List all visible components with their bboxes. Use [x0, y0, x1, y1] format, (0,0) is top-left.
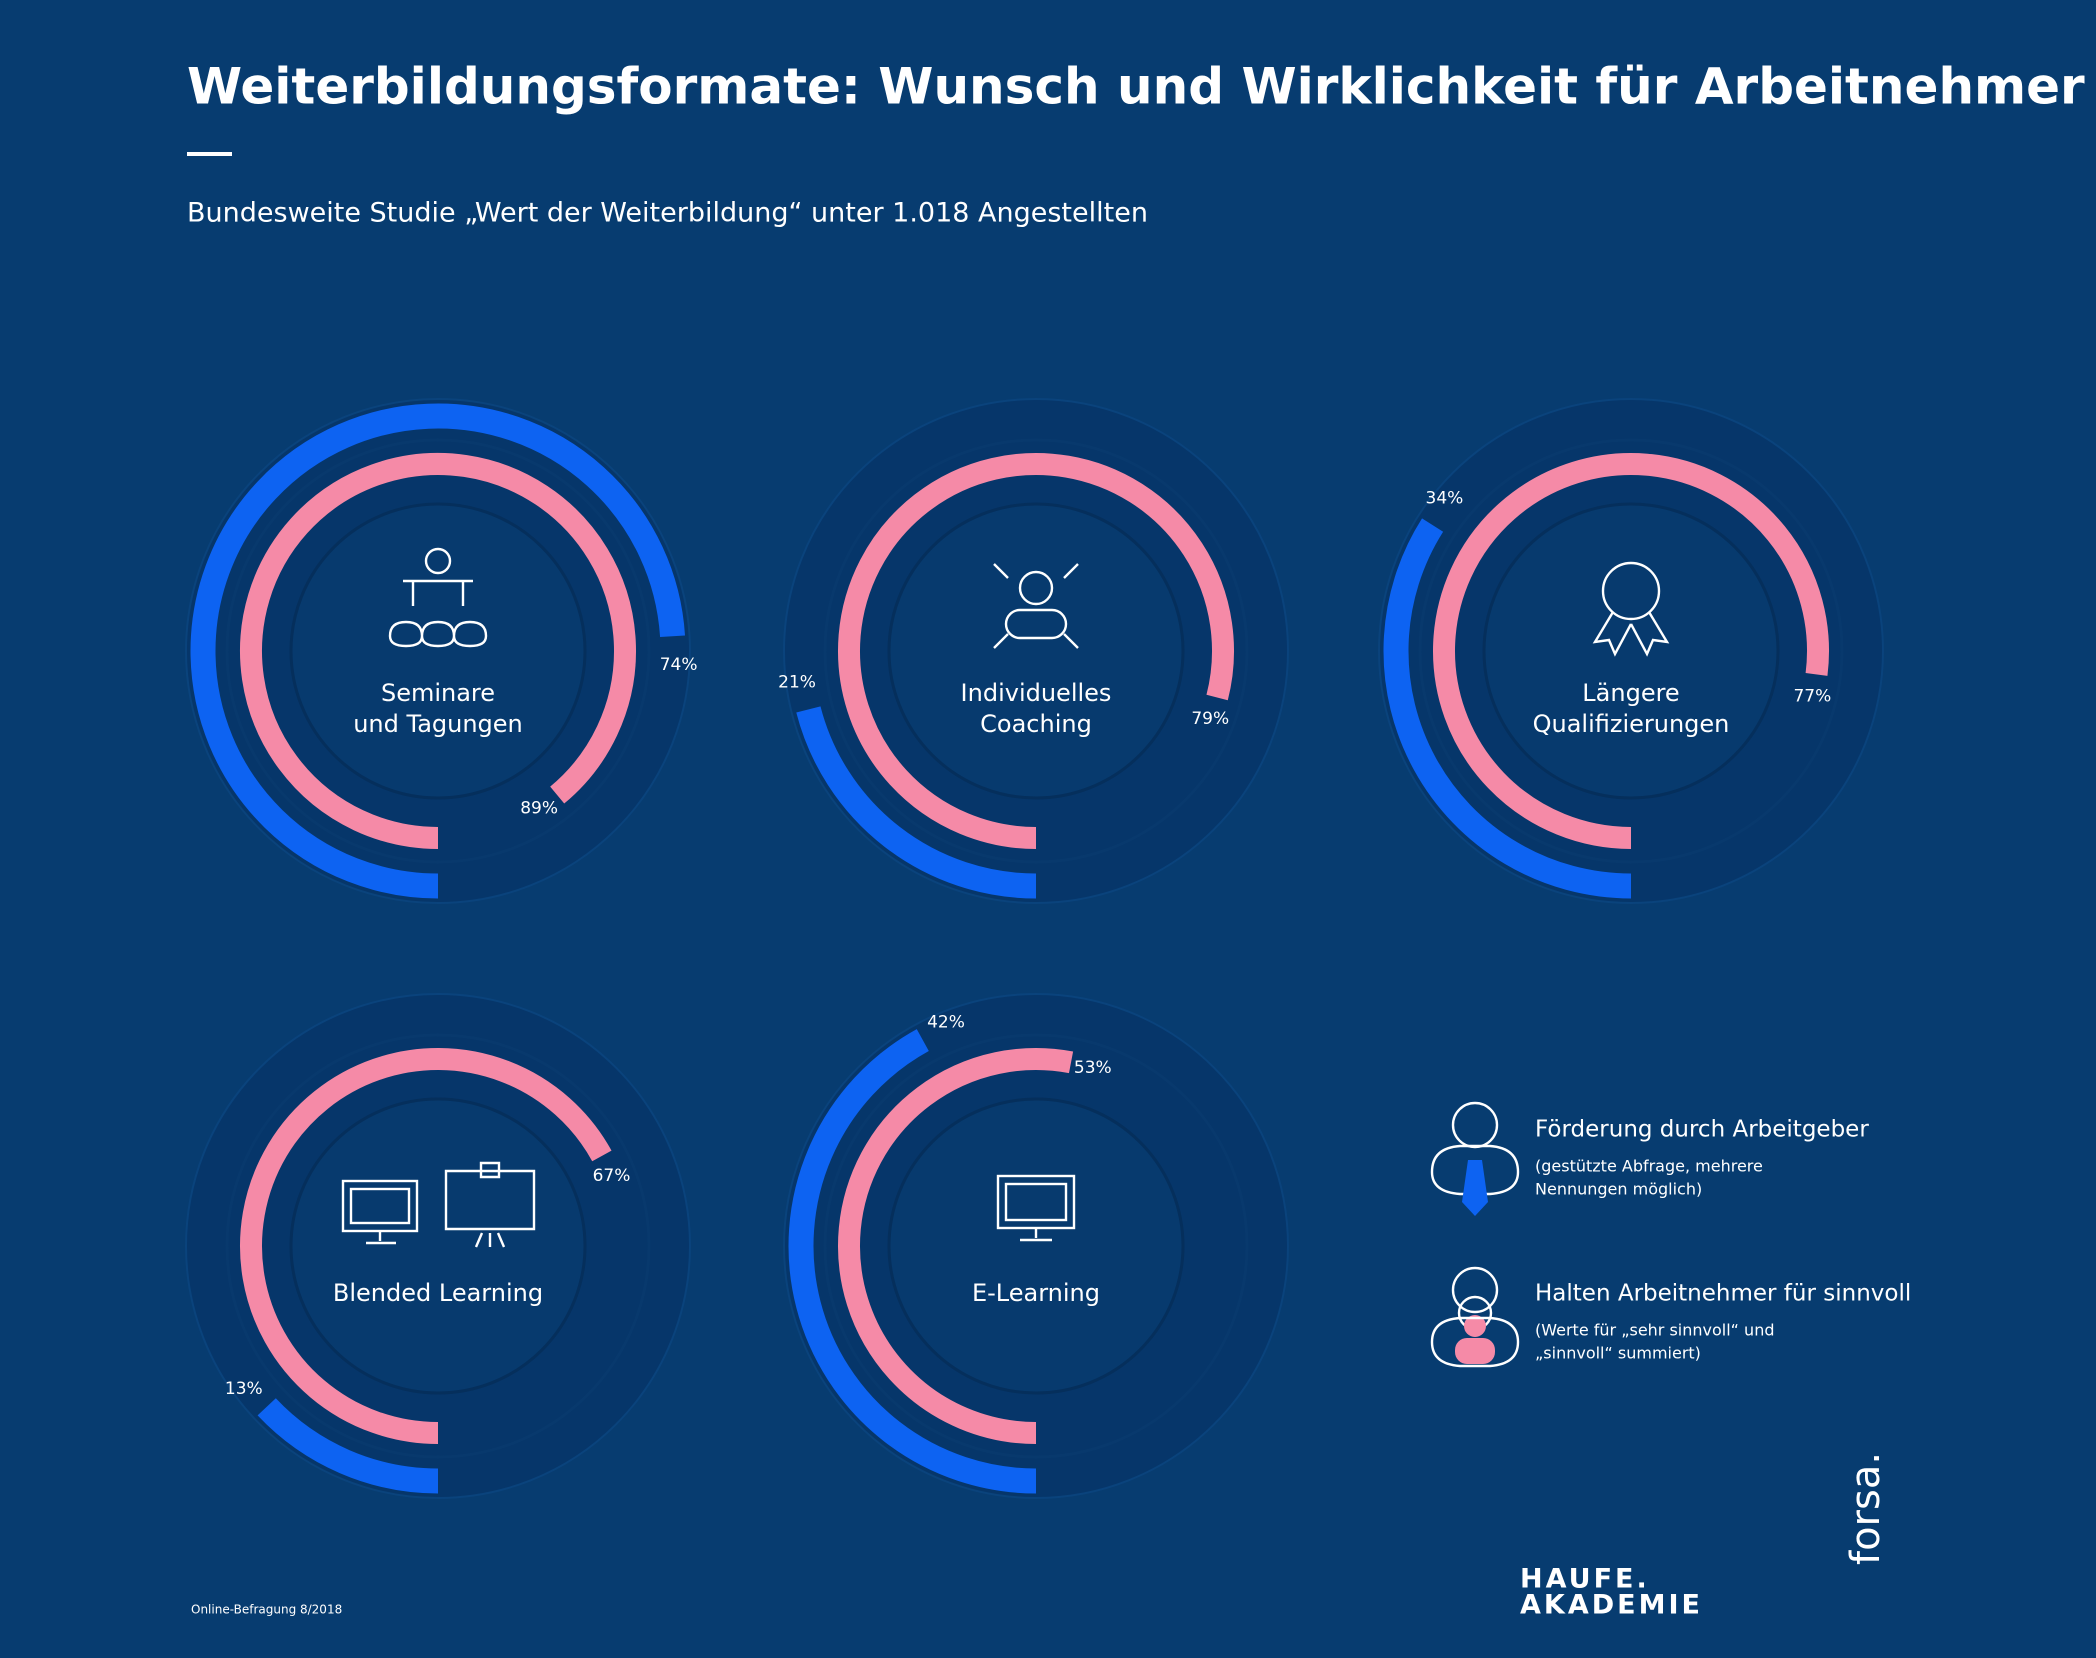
ring-track	[823, 438, 1249, 864]
icon	[1601, 561, 1661, 621]
legend-note: „sinnvoll“ summiert)	[1535, 1344, 1701, 1363]
chart-label: Coaching	[980, 710, 1092, 738]
ring-track	[823, 1033, 1249, 1459]
inner-disc	[289, 1097, 587, 1395]
chart-label: Individuelles	[961, 679, 1112, 707]
legend-icon-2	[1430, 1266, 1520, 1368]
arc	[240, 1048, 612, 1444]
value-label: 34%	[1426, 488, 1464, 508]
legend-icon-1	[1430, 1101, 1520, 1216]
value-label: 67%	[593, 1166, 631, 1186]
value-label: 89%	[520, 798, 558, 818]
title: Weiterbildungsformate: Wunsch und Wirkli…	[187, 58, 2085, 116]
arc	[788, 1029, 1037, 1494]
icon	[366, 1161, 536, 1248]
icon	[424, 547, 452, 575]
value-label: 53%	[1074, 1058, 1112, 1078]
chart-label: Seminare	[381, 679, 495, 707]
subtitle: Bundesweite Studie „Wert der Weiterbildu…	[187, 198, 1148, 229]
value-label: 13%	[225, 1379, 263, 1399]
legend-note: (Werte für „sehr sinnvoll“ und	[1535, 1321, 1774, 1340]
arc	[796, 706, 1037, 899]
chart-label: Längere	[1582, 679, 1679, 707]
icon	[993, 563, 1079, 649]
chart-label: und Tagungen	[353, 710, 523, 738]
logo-line: HAUFE.	[1520, 1564, 1650, 1595]
inner-disc	[887, 1097, 1185, 1395]
radial-chart: 21% 79% Individuelles Coaching	[778, 398, 1289, 904]
icon	[1592, 611, 1670, 657]
icon	[1020, 1228, 1052, 1242]
icon	[349, 1187, 411, 1225]
source: Online-Befragung 8/2018	[191, 1603, 342, 1617]
ring-track	[225, 438, 651, 864]
chart-label: E-Learning	[972, 1279, 1100, 1307]
ring-track	[225, 1033, 651, 1459]
partner-logo: forsa.	[1843, 1452, 1889, 1565]
arc	[838, 1048, 1074, 1444]
value-label: 77%	[1793, 686, 1831, 706]
chart-label: Qualifizierungen	[1533, 710, 1730, 738]
radial-chart: 74% 89% Seminare und Tagungen	[185, 398, 698, 904]
arc	[838, 453, 1234, 849]
radial-chart: 34% 77% Längere Qualifizierungen	[1378, 398, 1884, 904]
value-label: 42%	[927, 1012, 965, 1032]
arc	[1433, 453, 1829, 849]
value-label: 21%	[778, 673, 816, 693]
icon	[388, 579, 488, 648]
value-label: 74%	[660, 655, 698, 675]
icon	[1004, 608, 1068, 640]
inner-disc	[1482, 502, 1780, 800]
legend-note: (gestützte Abfrage, mehrere	[1535, 1157, 1763, 1176]
ring-track	[1418, 438, 1844, 864]
chart-label: Blended Learning	[333, 1279, 543, 1307]
legend-label: Halten Arbeitnehmer für sinnvoll	[1535, 1281, 1911, 1307]
value-label: 79%	[1191, 709, 1229, 729]
arc	[1383, 518, 1632, 899]
icon	[1004, 1182, 1068, 1222]
arc	[240, 453, 636, 849]
arc	[190, 403, 686, 899]
inner-disc	[289, 502, 587, 800]
legend-note: Nennungen möglich)	[1535, 1180, 1702, 1199]
radial-chart: 13% 67% Blended Learning	[185, 993, 691, 1499]
icon	[1018, 570, 1054, 606]
radial-chart: 42% 53% E-Learning	[783, 993, 1289, 1499]
legend-label: Förderung durch Arbeitgeber	[1535, 1117, 1869, 1143]
inner-disc	[887, 502, 1185, 800]
arc	[257, 1398, 439, 1494]
logo-line: AKADEMIE	[1520, 1590, 1703, 1621]
